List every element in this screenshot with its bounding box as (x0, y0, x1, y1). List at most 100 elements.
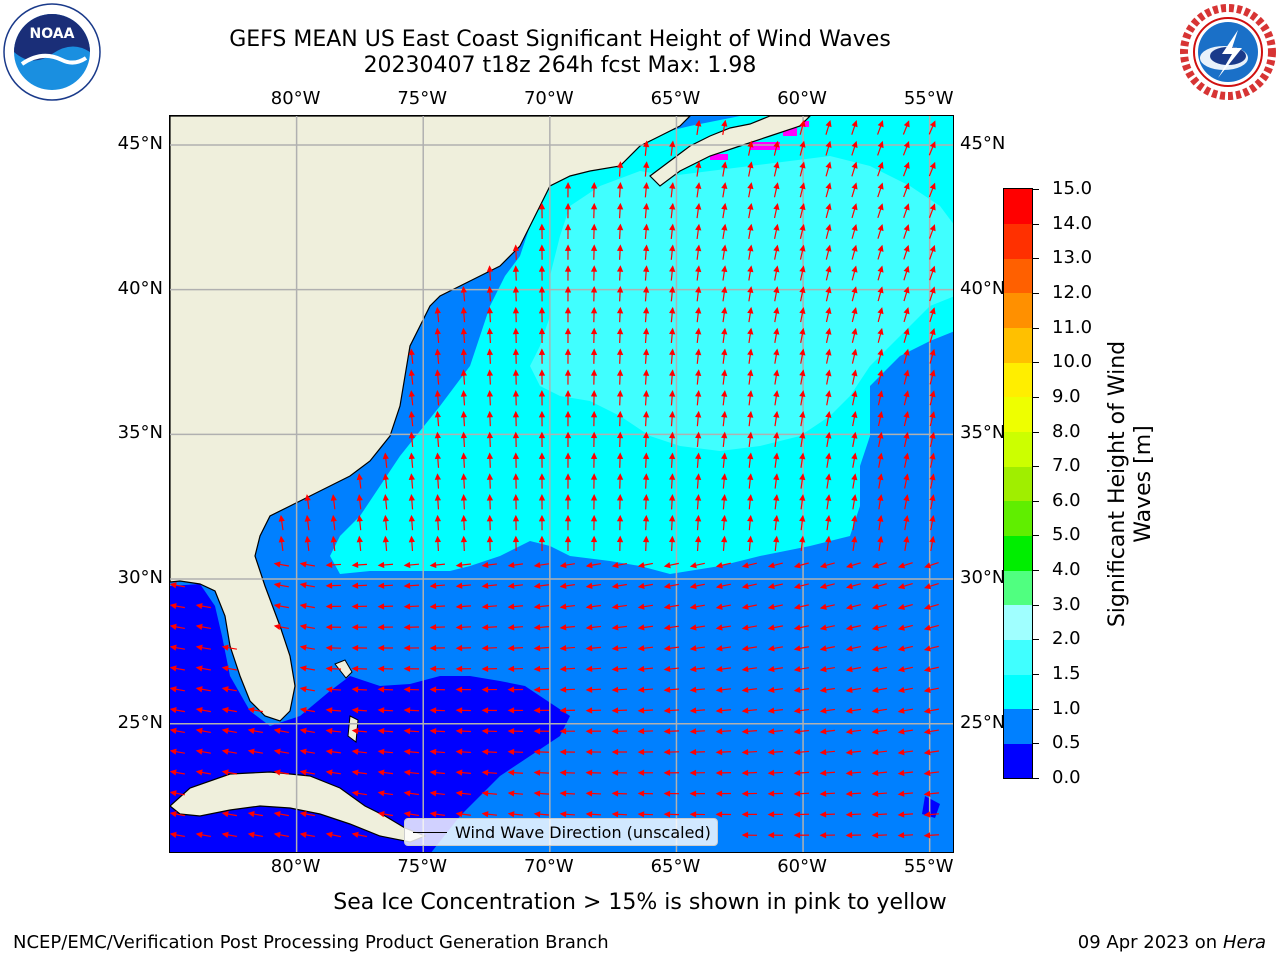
wave-arrow (663, 769, 680, 776)
wave-arrow (611, 665, 628, 673)
wave-arrow (643, 182, 650, 198)
wave-arrow (538, 327, 546, 344)
wave-arrow (747, 182, 754, 198)
wave-arrow (507, 728, 524, 735)
wave-arrow (825, 514, 832, 531)
wave-arrow (877, 161, 884, 177)
wave-arrow (799, 514, 806, 531)
wave-arrow (403, 707, 420, 714)
wave-arrow (851, 223, 858, 239)
colorbar-tick-label: 0.0 (1052, 767, 1081, 788)
wave-arrow (923, 666, 939, 673)
wave-arrow (877, 452, 884, 468)
wave-arrow (512, 306, 520, 323)
colorbar-tick-label: 1.5 (1052, 663, 1081, 685)
wave-arrow (481, 624, 498, 631)
wave-arrow (793, 562, 809, 569)
wave-arrow (434, 390, 441, 406)
wave-arrow (429, 707, 446, 714)
wave-arrow (668, 514, 676, 531)
wave-arrow (325, 769, 342, 776)
wave-arrow (747, 140, 754, 156)
wave-arrow (799, 390, 806, 406)
wave-arrow (695, 494, 702, 510)
wave-arrow (637, 665, 654, 673)
wave-arrow (325, 707, 342, 714)
wave-arrow (403, 624, 420, 631)
wave-arrow (773, 140, 780, 156)
wave-arrow (902, 140, 910, 156)
wave-arrow (819, 769, 836, 777)
wave-arrow (741, 832, 758, 839)
wave-arrow (825, 244, 832, 260)
wave-arrow (877, 223, 884, 239)
wave-arrow (767, 624, 783, 631)
wave-arrow (299, 748, 315, 755)
wave-arrow (195, 706, 211, 714)
wave-arrow (825, 369, 832, 385)
wave-arrow (533, 582, 550, 589)
wave-arrow (903, 452, 910, 468)
wave-arrow (877, 327, 884, 343)
map-canvas (170, 116, 953, 852)
map-legend: Wind Wave Direction (unscaled) (404, 818, 718, 846)
wave-arrow (845, 624, 861, 631)
wave-arrow (507, 561, 524, 569)
wave-arrow (819, 686, 836, 693)
wave-arrow (767, 811, 784, 818)
wave-arrow (455, 644, 472, 652)
wave-arrow (481, 790, 498, 797)
wave-arrow (382, 514, 389, 531)
wave-arrow (273, 769, 289, 776)
wave-arrow (845, 769, 862, 777)
wave-arrow (663, 665, 680, 673)
wave-arrow (663, 790, 680, 797)
wave-arrow (715, 603, 731, 610)
wave-arrow (538, 535, 546, 552)
wave-arrow (403, 811, 420, 818)
sea-ice-note: Sea Ice Concentration > 15% is shown in … (333, 890, 947, 915)
wave-arrow (799, 161, 806, 177)
legend-label: Wind Wave Direction (unscaled) (455, 823, 711, 842)
wave-arrow (460, 431, 468, 448)
wave-arrow (590, 390, 598, 406)
wave-arrow (721, 369, 728, 385)
wave-arrow (773, 348, 780, 364)
footer-branch: NCEP/EMC/Verification Post Processing Pr… (13, 932, 609, 953)
wave-arrow (637, 790, 654, 797)
wave-arrow (377, 644, 394, 652)
colorbar-segment (1004, 327, 1032, 363)
wave-arrow (351, 790, 368, 797)
wave-arrow (377, 686, 394, 693)
wave-arrow (793, 790, 810, 797)
wave-arrow (481, 748, 498, 756)
wave-band-1.5-2 (530, 156, 953, 451)
noaa-logo-icon: NOAA (3, 3, 101, 101)
wave-arrow (825, 431, 832, 448)
wave-arrow (585, 707, 602, 714)
wave-arrow (721, 265, 728, 281)
wave-arrow (299, 623, 315, 630)
wave-arrow (590, 514, 598, 531)
colorbar-segment (1004, 743, 1032, 779)
wave-arrow (512, 348, 520, 364)
land-bahamas (334, 659, 359, 743)
footer-date-text: 09 Apr 2023 on (1077, 932, 1218, 953)
wave-arrow (715, 811, 732, 818)
wave-arrow (434, 431, 441, 448)
footer-date: 09 Apr 2023 on Hera (1078, 932, 1266, 953)
wave-arrow (897, 583, 913, 590)
wave-arrow (408, 514, 415, 531)
wave-arrow (616, 327, 624, 344)
lon-label-bottom: 65°W (650, 856, 701, 877)
lon-label-top: 75°W (397, 88, 448, 109)
wave-arrow (247, 706, 263, 714)
wave-arrow (559, 603, 576, 610)
wave-arrow (325, 582, 342, 589)
wave-arrow (695, 327, 702, 344)
wave-arrow (929, 494, 936, 510)
wave-arrow (170, 790, 185, 797)
wave-arrow (195, 831, 211, 838)
wave-arrow (689, 665, 706, 673)
wave-arrow (793, 583, 809, 590)
